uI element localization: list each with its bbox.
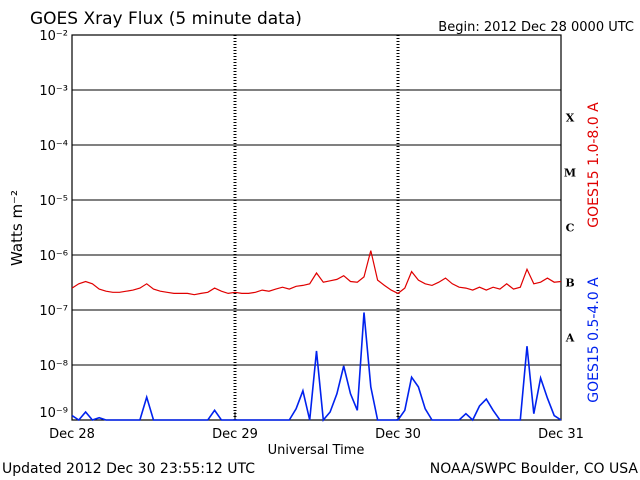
- y-tick-label: 10⁻²: [39, 29, 68, 44]
- flare-class-label: M: [564, 167, 576, 180]
- x-tick-label: Dec 31: [538, 427, 584, 442]
- y-tick-label: 10⁻⁸: [39, 359, 68, 374]
- x-tick-label: Dec 28: [49, 427, 95, 442]
- x-tick-label: Dec 29: [212, 427, 258, 442]
- flare-class-label: B: [565, 277, 574, 290]
- footer-right: NOAA/SWPC Boulder, CO USA: [430, 461, 639, 477]
- flare-class-label: X: [566, 112, 575, 125]
- legend-entry: GOES15 1.0-8.0 A: [586, 102, 602, 228]
- footer-left: Updated 2012 Dec 30 23:55:12 UTC: [2, 461, 255, 477]
- chart-title: GOES Xray Flux (5 minute data): [30, 9, 302, 29]
- series-line: [71, 250, 562, 296]
- y-tick-label: 10⁻⁷: [39, 304, 68, 319]
- x-axis-label: Universal Time: [268, 443, 365, 458]
- y-tick-label: 10⁻⁴: [39, 139, 68, 154]
- plot-frame: [71, 34, 562, 421]
- chart-subtitle: Begin: 2012 Dec 28 0000 UTC: [438, 20, 634, 35]
- flare-class-label: C: [566, 222, 575, 235]
- y-axis-label: Watts m⁻²: [8, 190, 26, 266]
- legend-entry: GOES15 0.5-4.0 A: [586, 277, 602, 403]
- series-line: [71, 312, 562, 422]
- y-tick-label: 10⁻³: [39, 84, 68, 99]
- y-tick-label: 10⁻⁵: [39, 194, 68, 209]
- x-tick-label: Dec 30: [375, 427, 421, 442]
- flare-class-label: A: [565, 332, 575, 345]
- y-tick-label: 10⁻⁹: [39, 406, 68, 421]
- y-tick-label: 10⁻⁶: [39, 249, 68, 264]
